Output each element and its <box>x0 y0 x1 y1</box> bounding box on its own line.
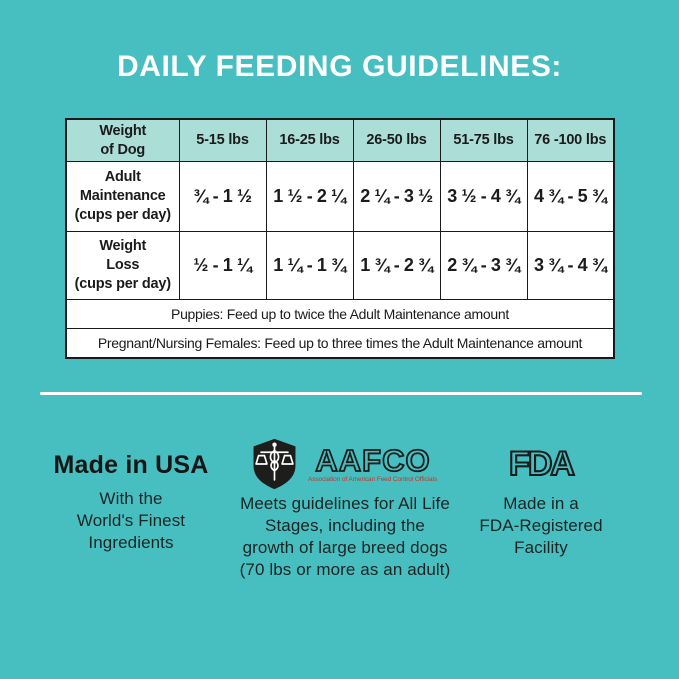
cell-adult-76-100: 4 ¾ - 5 ¾ <box>526 161 615 232</box>
table-header-row: Weight of Dog 5-15 lbs 16-25 lbs 26-50 l… <box>65 118 615 162</box>
cell-loss-5-15: ½ - 1 ¼ <box>178 231 267 300</box>
shield-scales-icon <box>253 438 295 490</box>
cell-loss-76-100: 3 ¾ - 4 ¾ <box>526 231 615 300</box>
note-puppies: Puppies: Feed up to twice the Adult Main… <box>65 299 615 329</box>
column-header-16-25-lbs: 16-25 lbs <box>265 118 354 162</box>
column-header-76-100-lbs: 76 -100 lbs <box>526 118 615 162</box>
aafco-logo-text: AAFCO <box>315 445 430 475</box>
cell-loss-51-75: 2 ¾ - 3 ¾ <box>439 231 528 300</box>
note-pregnant-nursing: Pregnant/Nursing Females: Feed up to thr… <box>65 328 615 359</box>
column-header-5-15-lbs: 5-15 lbs <box>178 118 267 162</box>
fda-logo-text: FDA <box>509 445 574 482</box>
aafco-logo: AAFCO Association of American Feed Contr… <box>213 438 477 490</box>
cell-loss-26-50: 1 ¾ - 2 ¾ <box>352 231 441 300</box>
table-note-row-pregnant: Pregnant/Nursing Females: Feed up to thr… <box>65 328 615 359</box>
aafco-badge: AAFCO Association of American Feed Contr… <box>213 438 477 581</box>
table-row-weight-loss: Weight Loss (cups per day) ½ - 1 ¼ 1 ¼ -… <box>65 231 615 300</box>
column-header-51-75-lbs: 51-75 lbs <box>439 118 528 162</box>
row-label-adult-maintenance: Adult Maintenance (cups per day) <box>65 161 180 232</box>
aafco-caption: Association of American Feed Control Off… <box>308 476 437 483</box>
cell-adult-16-25: 1 ½ - 2 ¼ <box>265 161 354 232</box>
cell-adult-51-75: 3 ½ - 4 ¾ <box>439 161 528 232</box>
made-in-usa-subtitle: With the World's Finest Ingredients <box>76 489 186 552</box>
table-row-adult-maintenance: Adult Maintenance (cups per day) ¾ - 1 ½… <box>65 161 615 232</box>
column-header-weight-of-dog: Weight of Dog <box>65 118 180 162</box>
column-header-26-50-lbs: 26-50 lbs <box>352 118 441 162</box>
cell-adult-5-15: ¾ - 1 ½ <box>178 161 267 232</box>
page-title: DAILY FEEDING GUIDELINES: <box>116 50 563 83</box>
cell-loss-16-25: 1 ¼ - 1 ¾ <box>265 231 354 300</box>
fda-description: Made in a FDA-Registered Facility <box>479 494 603 557</box>
aafco-wordmark-icon: AAFCO <box>314 445 430 475</box>
row-label-weight-loss: Weight Loss (cups per day) <box>65 231 180 300</box>
made-in-usa-badge: Made in USA With the World's Finest Ingr… <box>26 450 236 554</box>
divider-line <box>40 392 642 395</box>
cell-adult-26-50: 2 ¼ - 3 ½ <box>352 161 441 232</box>
table-note-row-puppies: Puppies: Feed up to twice the Adult Main… <box>65 299 615 329</box>
aafco-wordmark-block: AAFCO Association of American Feed Contr… <box>306 445 440 483</box>
aafco-description: Meets guidelines for All Life Stages, in… <box>239 494 451 579</box>
made-in-usa-title: Made in USA <box>53 451 209 479</box>
fda-badge: FDA Made in a FDA-Registered Facility <box>461 444 621 559</box>
feeding-guidelines-table: Weight of Dog 5-15 lbs 16-25 lbs 26-50 l… <box>65 118 615 359</box>
fda-logo-icon: FDA <box>508 444 577 484</box>
